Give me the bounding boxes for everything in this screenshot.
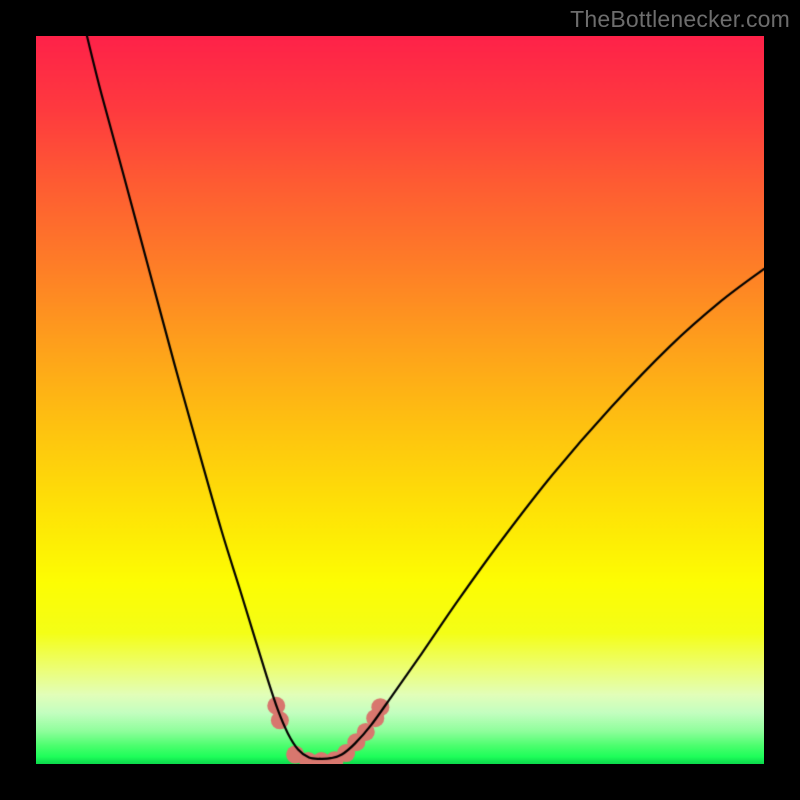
watermark-text: TheBottlenecker.com — [570, 6, 790, 33]
chart-stage: TheBottlenecker.com — [0, 0, 800, 800]
plot-area — [36, 36, 764, 764]
bottleneck-curve — [36, 36, 764, 764]
